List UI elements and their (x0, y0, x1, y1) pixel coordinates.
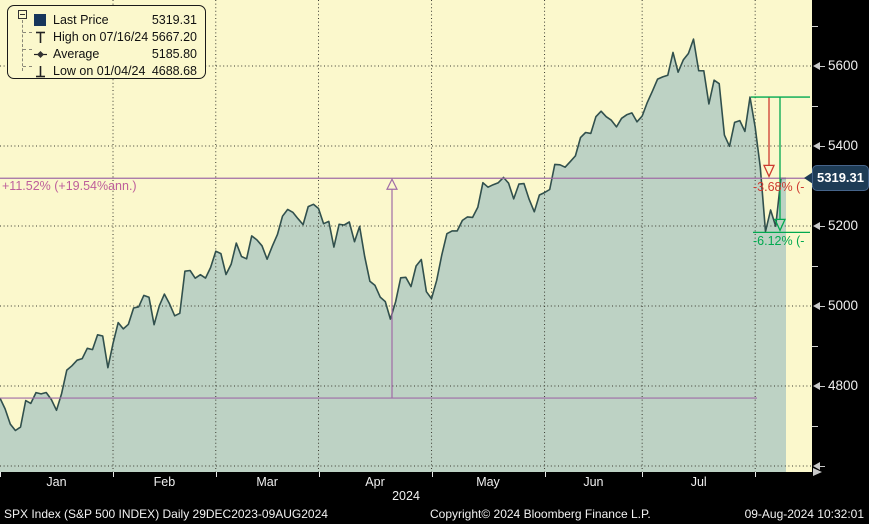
y-gridline-arrow-icon (813, 62, 820, 70)
y-gridline-arrow-tail (820, 226, 825, 227)
y-axis-minor-tick (812, 26, 818, 27)
y-gridline-arrow-icon (813, 302, 820, 310)
y-axis-tick-label: 4800 (828, 378, 859, 393)
y-gridline-arrow-icon (813, 142, 820, 150)
x-axis-month-label: Jun (583, 475, 604, 489)
y-axis-minor-tick (812, 106, 818, 107)
x-axis-tick (318, 472, 320, 477)
legend-label: High on 07/16/24 (53, 30, 149, 44)
x-axis-month-label: Apr (365, 475, 385, 489)
price-line (0, 38, 786, 432)
y-gridline-arrow-tail (820, 306, 825, 307)
legend-value: 5319.31 (151, 13, 197, 27)
y-axis-minor-tick (812, 426, 818, 427)
x-axis-arrow-icon (813, 468, 822, 476)
x-axis-tick (215, 472, 217, 477)
down-arrowhead-icon (762, 164, 776, 178)
legend-row[interactable]: Last Price 5319.31 (8, 12, 205, 29)
chart-legend[interactable]: Last Price 5319.31 High on 07/16/24 5667.20… (7, 5, 206, 79)
x-axis-month-label: May (476, 475, 500, 489)
legend-value: 5185.80 (151, 47, 197, 61)
x-axis-year-label: 2024 (392, 489, 420, 503)
y-gridline-arrow-icon (813, 222, 820, 230)
y-axis-tick-label: 5600 (828, 58, 859, 73)
down-arrowhead-icon (773, 218, 787, 232)
legend-row[interactable]: Average 5185.80 (8, 46, 205, 63)
y-gridline-arrow-icon (813, 462, 820, 470)
x-axis-tick (113, 472, 114, 477)
y-axis-minor-tick (812, 266, 818, 267)
y-gridline-arrow-icon (813, 382, 820, 390)
drawdown-green-annotation: -6.12% (- (753, 234, 805, 248)
last-price-badge: 5319.31 (804, 165, 869, 191)
area-fill (0, 39, 786, 472)
y-axis-minor-tick (812, 346, 818, 347)
price-series-chart (0, 0, 812, 472)
y-axis-tick-label: 5400 (828, 138, 859, 153)
legend-collapse-icon[interactable] (18, 10, 27, 19)
x-axis-month-label: Jan (46, 475, 67, 489)
legend-row[interactable]: Low on 01/04/24 4688.68 (8, 63, 205, 80)
badge-pointer-icon (804, 172, 813, 184)
y-gridline-arrow-tail (820, 466, 825, 467)
y-axis-tick-label: 5000 (828, 298, 859, 313)
average-marker-icon (34, 48, 47, 61)
x-axis-tick (431, 472, 433, 477)
legend-row[interactable]: High on 07/16/24 5667.20 (8, 29, 205, 46)
y-gridline-arrow-tail (820, 146, 825, 147)
x-axis-tick (544, 472, 546, 477)
drawdown-red-annotation: -3.68% (- (753, 180, 805, 194)
price-chart-plot[interactable]: Last Price 5319.31 High on 07/16/24 5667.20… (0, 0, 812, 472)
x-axis-tick (755, 472, 757, 477)
x-axis-tick (642, 472, 644, 477)
legend-value: 5667.20 (151, 30, 197, 44)
legend-value: 4688.68 (151, 64, 197, 78)
x-axis-month-label: Jul (690, 475, 707, 489)
legend-label: Low on 01/04/24 (53, 64, 146, 78)
legend-tree-line (22, 20, 23, 71)
last-price-value: 5319.31 (812, 165, 869, 191)
x-axis-tick (0, 472, 1, 477)
high-marker-icon (34, 31, 47, 44)
x-axis-month-label: Feb (153, 475, 176, 489)
y-gridline-arrow-tail (820, 386, 825, 387)
copyright-text: Copyright© 2024 Bloomberg Finance L.P. (430, 507, 651, 521)
legend-label: Last Price (53, 13, 109, 27)
legend-label: Average (53, 47, 100, 61)
y-gridline-arrow-tail (820, 66, 825, 67)
up-arrowhead-icon (386, 177, 398, 190)
timestamp: 09-Aug-2024 10:32:01 (744, 507, 864, 521)
total-return-annotation: +11.52% (+19.54%ann.) (2, 179, 137, 193)
x-axis: 2024 Jan Feb Mar Apr May Jun Jul (0, 472, 812, 506)
y-axis-tick-label: 5200 (828, 218, 859, 233)
status-bar: SPX Index (S&P 500 INDEX) Daily 29DEC202… (0, 506, 869, 524)
instrument-title: SPX Index (S&P 500 INDEX) Daily 29DEC202… (4, 507, 328, 521)
last-price-swatch-icon (34, 14, 46, 26)
x-axis-month-label: Mar (256, 475, 278, 489)
low-marker-icon (34, 65, 47, 78)
